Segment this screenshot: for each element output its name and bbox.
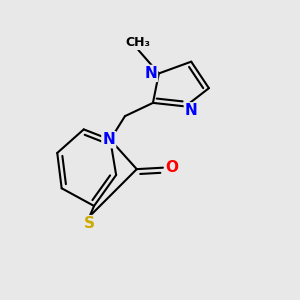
Text: O: O <box>165 160 178 175</box>
Text: N: N <box>102 132 115 147</box>
Text: N: N <box>144 66 157 81</box>
Text: N: N <box>185 103 198 118</box>
Text: S: S <box>84 216 95 231</box>
Text: CH₃: CH₃ <box>126 36 151 49</box>
